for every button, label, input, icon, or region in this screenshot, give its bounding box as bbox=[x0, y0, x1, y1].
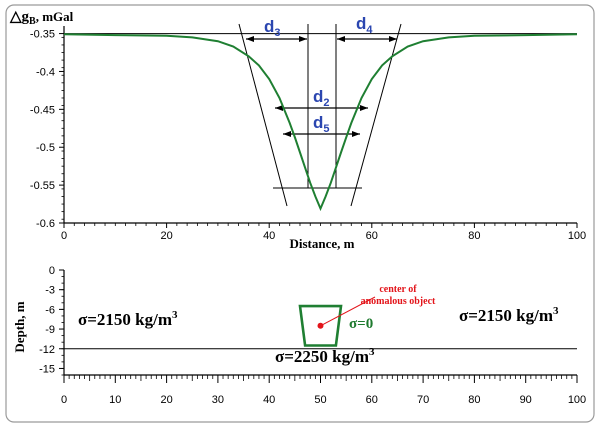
y-tick-label: -0.5 bbox=[36, 142, 55, 154]
d5-arrowheads bbox=[283, 131, 360, 137]
gravity-anomaly-chart: △gB, mGal -0.35 -0.4 -0.45 -0.5 -0.55 -0.6 0 20… bbox=[9, 9, 586, 251]
y-axis-title: △gB, mGal bbox=[9, 9, 74, 27]
d4-label: d4 bbox=[356, 14, 373, 36]
depth-tick-label: 0 bbox=[49, 265, 55, 277]
distance-tick-label: 100 bbox=[568, 394, 586, 406]
depth-tick-label: -3 bbox=[45, 285, 55, 297]
depth-tick-label: -9 bbox=[45, 324, 55, 336]
distance-tick-label: 40 bbox=[263, 394, 275, 406]
d5-label: d5 bbox=[313, 113, 330, 135]
y-tick-label: -0.45 bbox=[30, 104, 55, 116]
x-tick-label: 100 bbox=[568, 230, 586, 242]
distance-tick-label: 70 bbox=[417, 394, 429, 406]
depth-axis-title: Depth, m bbox=[12, 301, 27, 352]
depth-section-diagram: Depth, m 0 -3 -6 -9 -12 -15 0 10 20 30 40 50 60 70 80 9… bbox=[12, 265, 586, 406]
x-axis-title: Distance, m bbox=[290, 236, 355, 251]
right-tangent-line bbox=[350, 23, 402, 207]
d2-label: d2 bbox=[313, 87, 330, 109]
x-tick-label: 0 bbox=[61, 230, 67, 242]
y-tick-label: -0.35 bbox=[30, 29, 55, 41]
distance-tick-label: 80 bbox=[468, 394, 480, 406]
object-density-label: σ=0 bbox=[349, 316, 373, 332]
tangent-constructions: d3 d4 d2 d5 bbox=[238, 14, 402, 207]
x-tick-label: 20 bbox=[160, 230, 172, 242]
y-tick-label: -0.4 bbox=[36, 66, 55, 78]
center-note-line1: center of bbox=[379, 284, 417, 295]
y-tick-label: -0.55 bbox=[30, 180, 55, 192]
x-tick-label: 60 bbox=[366, 230, 378, 242]
center-note-line2: anomalous object bbox=[361, 296, 436, 307]
y-tick-label: -0.6 bbox=[36, 218, 55, 230]
anomalous-object bbox=[298, 304, 343, 347]
center-leader-line bbox=[320, 296, 376, 327]
top-ticks: -0.35 -0.4 -0.45 -0.5 -0.55 -0.6 0 20 40 60 80 100 bbox=[30, 29, 586, 242]
distance-tick-label: 20 bbox=[160, 394, 172, 406]
depth-tick-label: -6 bbox=[45, 304, 55, 316]
distance-tick-label: 50 bbox=[314, 394, 326, 406]
bottom-ticks: 0 -3 -6 -9 -12 -15 0 10 20 30 40 50 60 70 80 90 100 bbox=[39, 265, 586, 406]
distance-tick-label: 10 bbox=[109, 394, 121, 406]
x-tick-label: 40 bbox=[263, 230, 275, 242]
left-tangent-line bbox=[238, 23, 288, 207]
d3-label: d3 bbox=[264, 17, 281, 39]
x-tick-label: 80 bbox=[468, 230, 480, 242]
lower-layer-density: σ=2250 kg/m3 bbox=[275, 346, 375, 366]
distance-tick-label: 90 bbox=[520, 394, 532, 406]
left-layer-density: σ=2150 kg/m3 bbox=[78, 309, 178, 329]
outer-frame bbox=[5, 4, 595, 423]
distance-tick-label: 60 bbox=[366, 394, 378, 406]
right-layer-density: σ=2150 kg/m3 bbox=[459, 305, 559, 325]
depth-tick-label: -15 bbox=[39, 363, 55, 375]
depth-tick-label: -12 bbox=[39, 344, 55, 356]
distance-tick-label: 0 bbox=[61, 394, 67, 406]
gravity-anomaly-curve bbox=[63, 33, 578, 212]
distance-tick-label: 30 bbox=[212, 394, 224, 406]
